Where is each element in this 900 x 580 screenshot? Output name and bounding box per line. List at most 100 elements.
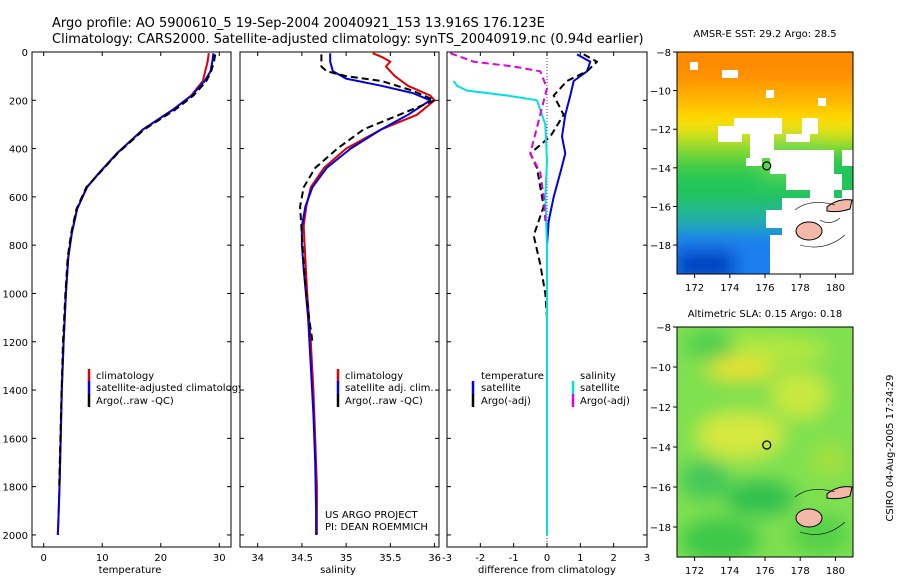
series-line-climatology: [302, 52, 436, 535]
series-line-salinity-argo-adj-: [449, 52, 548, 222]
sst-map-title: AMSR-E SST: 29.2 Argo: 28.5: [693, 29, 836, 40]
y-tick-label: 1800: [3, 483, 28, 494]
salinity-lines: [299, 52, 436, 535]
y-tick-label: 200: [9, 96, 28, 107]
salinity-ticks: 34 34.5 35 35.5 36: [240, 51, 441, 564]
series-line-satellite-adj-clim-: [300, 53, 432, 535]
fiji-viti-levu-sla: [795, 508, 823, 528]
map-y-tick-label: −14: [650, 164, 671, 175]
legend-climatology-sal: climatology: [345, 371, 403, 382]
timestamp-footer: CSIRO 04-Aug-2005 17:24:29: [885, 374, 896, 521]
x-tick-label: 36: [428, 553, 441, 564]
fiji-vanua-levu: [826, 199, 853, 213]
x-tick-label: 3: [644, 553, 650, 564]
difference-x-label: difference from climatology: [478, 565, 616, 576]
legend-temp-argo: Argo(-adj): [481, 396, 531, 407]
map-x-tick-label: 174: [720, 283, 739, 294]
map-y-tick-label: −14: [650, 443, 671, 454]
map-x-tick-label: 176: [755, 283, 774, 294]
legend-sal-argo: Argo(-adj): [580, 396, 630, 407]
x-tick-label: 34: [251, 553, 264, 564]
difference-lines: [449, 52, 598, 535]
series-line-argo-raw-qc-: [58, 54, 217, 487]
x-tick-label: 10: [96, 553, 109, 564]
series-line-argo-raw-qc-: [299, 54, 436, 342]
temperature-lines: [56, 53, 217, 535]
x-tick-label: 1: [577, 553, 583, 564]
legend-argo-sal: Argo(..raw -QC): [345, 396, 423, 407]
map-x-tick-label: 172: [685, 566, 704, 577]
map-y-tick-label: −10: [650, 87, 671, 98]
temperature-x-label: temperature: [99, 565, 162, 576]
legend-satellite-sal: satellite adj. clim.: [345, 383, 434, 394]
fiji-viti-levu: [795, 221, 823, 241]
map-y-tick-label: −8: [656, 48, 671, 59]
map-y-tick-label: −16: [650, 202, 671, 213]
salinity-axes-frame: [239, 51, 440, 548]
sla-argo-location-marker: [762, 440, 772, 450]
map-y-tick-label: −10: [650, 363, 671, 374]
map-y-tick-label: −16: [650, 483, 671, 494]
map-x-tick-label: 178: [791, 566, 810, 577]
map-y-tick-label: −8: [656, 323, 671, 334]
map-y-tick-label: −12: [650, 403, 671, 414]
legend-argo: Argo(..raw -QC): [96, 396, 174, 407]
x-tick-label: 0: [544, 553, 550, 564]
salinity-x-label: salinity: [320, 565, 356, 576]
sst-map-ticks: 172 174 176 178 180 −8 −10 −12 −14 −16 −18: [650, 48, 845, 294]
y-tick-label: 400: [9, 145, 28, 156]
pi-annotation: PI: DEAN ROEMMICH: [325, 522, 428, 533]
difference-panel: -3 -2 -1 0 1 2 3 difference from climatology t…: [442, 51, 650, 576]
map-y-tick-label: −18: [650, 241, 671, 252]
y-tick-label: 1400: [3, 386, 28, 397]
temperature-axes-frame: [31, 51, 232, 548]
temperature-panel: 0 10 20 30 0 200 400 600 800 1000 1200 1400 1600 1800…: [3, 48, 244, 576]
y-tick-label: 0: [22, 48, 28, 59]
sla-map-panel: Altimetric SLA: 0.15 Argo: 0.18 172 174 17…: [650, 309, 854, 577]
map-y-tick-label: −18: [650, 523, 671, 534]
x-tick-label: 35: [340, 553, 353, 564]
map-x-tick-label: 172: [685, 283, 704, 294]
temperature-ticks: 0 10 20 30 0 200 400 600 800 1000 1200 1400 1600 1800…: [3, 48, 231, 564]
map-x-tick-label: 180: [826, 283, 845, 294]
series-line-salinity-satellite: [452, 80, 548, 535]
x-tick-label: 2: [610, 553, 616, 564]
x-tick-label: 30: [213, 553, 226, 564]
legend-sal-satellite: satellite: [580, 383, 620, 394]
legend-temp-satellite: satellite: [481, 383, 521, 394]
title-line-1: Argo profile: AO 5900610_5 19-Sep-2004 2…: [52, 16, 545, 31]
project-annotation: US ARGO PROJECT: [325, 510, 419, 521]
sst-argo-location-marker: [762, 161, 772, 171]
y-tick-label: 2000: [3, 531, 28, 542]
map-x-tick-label: 178: [791, 283, 810, 294]
y-tick-label: 600: [9, 193, 28, 204]
salinity-panel: 34 34.5 35 35.5 36 salinity climatology sate…: [239, 51, 441, 576]
x-tick-label: -3: [442, 553, 452, 564]
sla-map-title: Altimetric SLA: 0.15 Argo: 0.18: [688, 309, 843, 320]
difference-ticks: -3 -2 -1 0 1 2 3: [442, 51, 650, 564]
y-tick-label: 1000: [3, 289, 28, 300]
map-x-tick-label: 176: [755, 566, 774, 577]
fiji-vanua-levu-sla: [826, 486, 853, 500]
salinity-legend: climatology satellite adj. clim. Argo(..…: [336, 369, 434, 407]
sla-field: [677, 327, 853, 557]
title-line-2: Climatology: CARS2000. Satellite-adjuste…: [52, 32, 644, 47]
x-tick-label: -2: [475, 553, 485, 564]
x-tick-label: 20: [154, 553, 167, 564]
map-y-tick-label: −12: [650, 125, 671, 136]
sst-map-panel: AMSR-E SST: 29.2 Argo: 28.5: [650, 29, 854, 294]
y-tick-label: 800: [9, 241, 28, 252]
legend-salinity-heading: salinity: [580, 371, 616, 382]
y-tick-label: 1600: [3, 434, 28, 445]
legend-satellite-adjusted: satellite-adjusted climatology: [96, 383, 244, 394]
x-tick-label: 34.5: [291, 553, 313, 564]
legend-climatology: climatology: [96, 371, 154, 382]
x-tick-label: 35.5: [379, 553, 401, 564]
map-x-tick-label: 180: [826, 566, 845, 577]
difference-legend: temperature satellite Argo(-adj) salinit…: [471, 371, 630, 407]
x-tick-label: 0: [41, 553, 47, 564]
y-tick-label: 1200: [3, 338, 28, 349]
x-tick-label: -1: [509, 553, 519, 564]
sla-map-ticks: 172 174 176 178 180 −8 −10 −12 −14 −16 −18: [650, 323, 845, 577]
